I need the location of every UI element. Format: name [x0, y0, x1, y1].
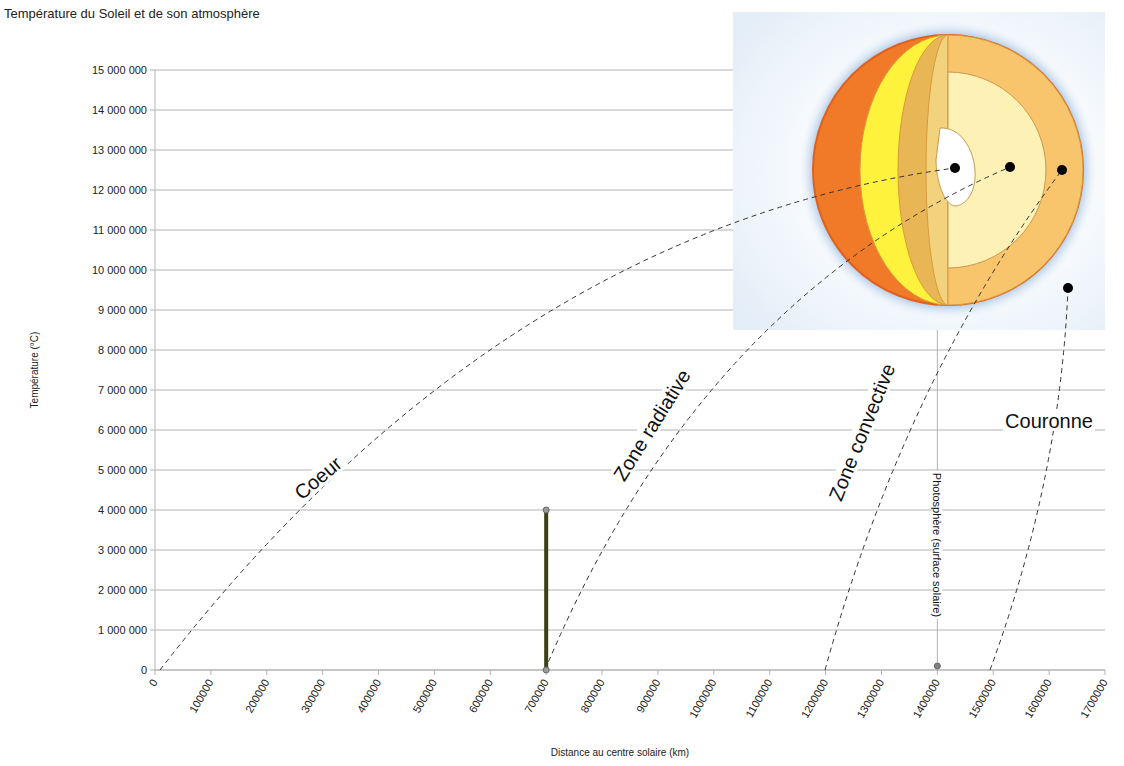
inset-background [733, 12, 1105, 330]
zone-label: Zone convective [825, 360, 900, 503]
photosphere-label: Photosphère (surface solaire) [931, 473, 943, 617]
grid [150, 70, 1105, 670]
label-patch [609, 364, 695, 485]
grid-line [150, 390, 1105, 391]
zone-dot [1057, 165, 1067, 175]
y-tick-label: 12 000 000 [92, 184, 147, 196]
x-tick-label: 1500000 [966, 677, 998, 720]
leader-curve [160, 168, 955, 670]
x-tick-label: 1700000 [1078, 677, 1110, 720]
x-tick-label: 1100000 [743, 677, 774, 719]
x-tick-label: 900000 [634, 677, 663, 715]
y-tick-label: 0 [141, 664, 147, 676]
zone-dot [1063, 283, 1073, 293]
y-tick-label: 4 000 000 [98, 504, 147, 516]
x-tick [713, 670, 714, 675]
x-tick-label: 100000 [187, 677, 216, 715]
y-tick-label: 7 000 000 [98, 384, 147, 396]
y-axis [155, 70, 156, 670]
x-tick-label: 800000 [578, 677, 607, 715]
x-tick-label: 700000 [522, 677, 551, 715]
zone-label: Zone radiative [609, 365, 695, 484]
sun-cut-yellow [860, 35, 948, 305]
y-tick-label: 15 000 000 [92, 64, 147, 76]
x-tick-label: 600000 [466, 677, 495, 715]
label-patch [289, 451, 347, 504]
x-tick-label: 1200000 [799, 677, 831, 720]
x-tick [825, 670, 826, 675]
x-tick-label: 300000 [299, 677, 328, 715]
grid-line [150, 670, 1105, 671]
title: Température du Soleil et de son atmosphè… [4, 6, 260, 21]
data-point [543, 667, 549, 673]
sun-glow [797, 19, 1099, 321]
zone-label: Couronne [1005, 410, 1093, 432]
y-tick-label: 2 000 000 [98, 584, 147, 596]
zone-label: Coeur [290, 452, 346, 504]
x-tick [322, 670, 323, 675]
y-tick-label: 10 000 000 [92, 264, 147, 276]
x-tick-label: 500000 [410, 677, 439, 715]
sun-surface [813, 35, 1083, 305]
x-tick-label: 400000 [355, 677, 384, 715]
x-axis [155, 670, 1105, 671]
x-tick [210, 670, 211, 675]
x-tick [378, 670, 379, 675]
grid-line [150, 630, 1105, 631]
y-tick-label: 8 000 000 [98, 344, 147, 356]
x-tick [266, 670, 267, 675]
x-tick [490, 670, 491, 675]
x-tick-label: 1300000 [854, 677, 886, 720]
x-tick-label: 1400000 [910, 677, 942, 720]
grid-line [150, 350, 1105, 351]
x-tick [881, 670, 882, 675]
y-axis-title: Température (°C) [29, 332, 40, 409]
y-tick-label: 9 000 000 [98, 304, 147, 316]
zone-label-group: Couronne [1003, 410, 1095, 432]
y-tick-label: 11 000 000 [93, 224, 147, 236]
y-tick-label: 6 000 000 [98, 424, 147, 436]
x-tick-label: 1000000 [687, 677, 719, 720]
plot-area [543, 507, 940, 673]
x-tick [602, 670, 603, 675]
x-tick [155, 670, 156, 675]
core [936, 128, 975, 206]
data-point [934, 663, 940, 669]
x-tick [937, 670, 938, 675]
zone-dot [1005, 162, 1015, 172]
label-patch [932, 471, 942, 619]
zone-dot [950, 163, 960, 173]
sun-illustration [733, 12, 1105, 330]
y-tick-label: 3 000 000 [98, 544, 147, 556]
y-tick-label: 13 000 000 [92, 144, 147, 156]
photosphere-label-group: Photosphère (surface solaire) [931, 471, 943, 619]
zone-label-group: Coeur [289, 451, 348, 506]
label-patch [825, 359, 900, 505]
x-tick [769, 670, 770, 675]
label-patch [1003, 411, 1095, 431]
zone-label-group: Zone convective [824, 359, 900, 506]
y-tick-label: 1 000 000 [98, 624, 147, 636]
x-tick-label: 0 [146, 677, 159, 688]
x-tick [657, 670, 658, 675]
zone-label-group: Zone radiative [608, 364, 696, 487]
data-point [543, 507, 549, 513]
y-tick-label: 14 000 000 [92, 104, 147, 116]
grid-line [150, 550, 1105, 551]
grid-line [150, 510, 1105, 511]
y-tick-label: 5 000 000 [98, 464, 147, 476]
x-tick [1105, 670, 1106, 675]
data-line [544, 510, 548, 670]
leader-curve [545, 167, 1010, 670]
x-tick [1049, 670, 1050, 675]
grid-line [150, 430, 1105, 431]
leader-curve [990, 288, 1068, 670]
grid-line [150, 590, 1105, 591]
x-tick [993, 670, 994, 675]
chart: Température du Soleil et de son atmosphè… [0, 0, 1124, 766]
x-axis-title: Distance au centre solaire (km) [551, 747, 689, 758]
x-tick-label: 1600000 [1022, 677, 1054, 720]
x-tick-label: 200000 [243, 677, 272, 715]
x-tick [434, 670, 435, 675]
